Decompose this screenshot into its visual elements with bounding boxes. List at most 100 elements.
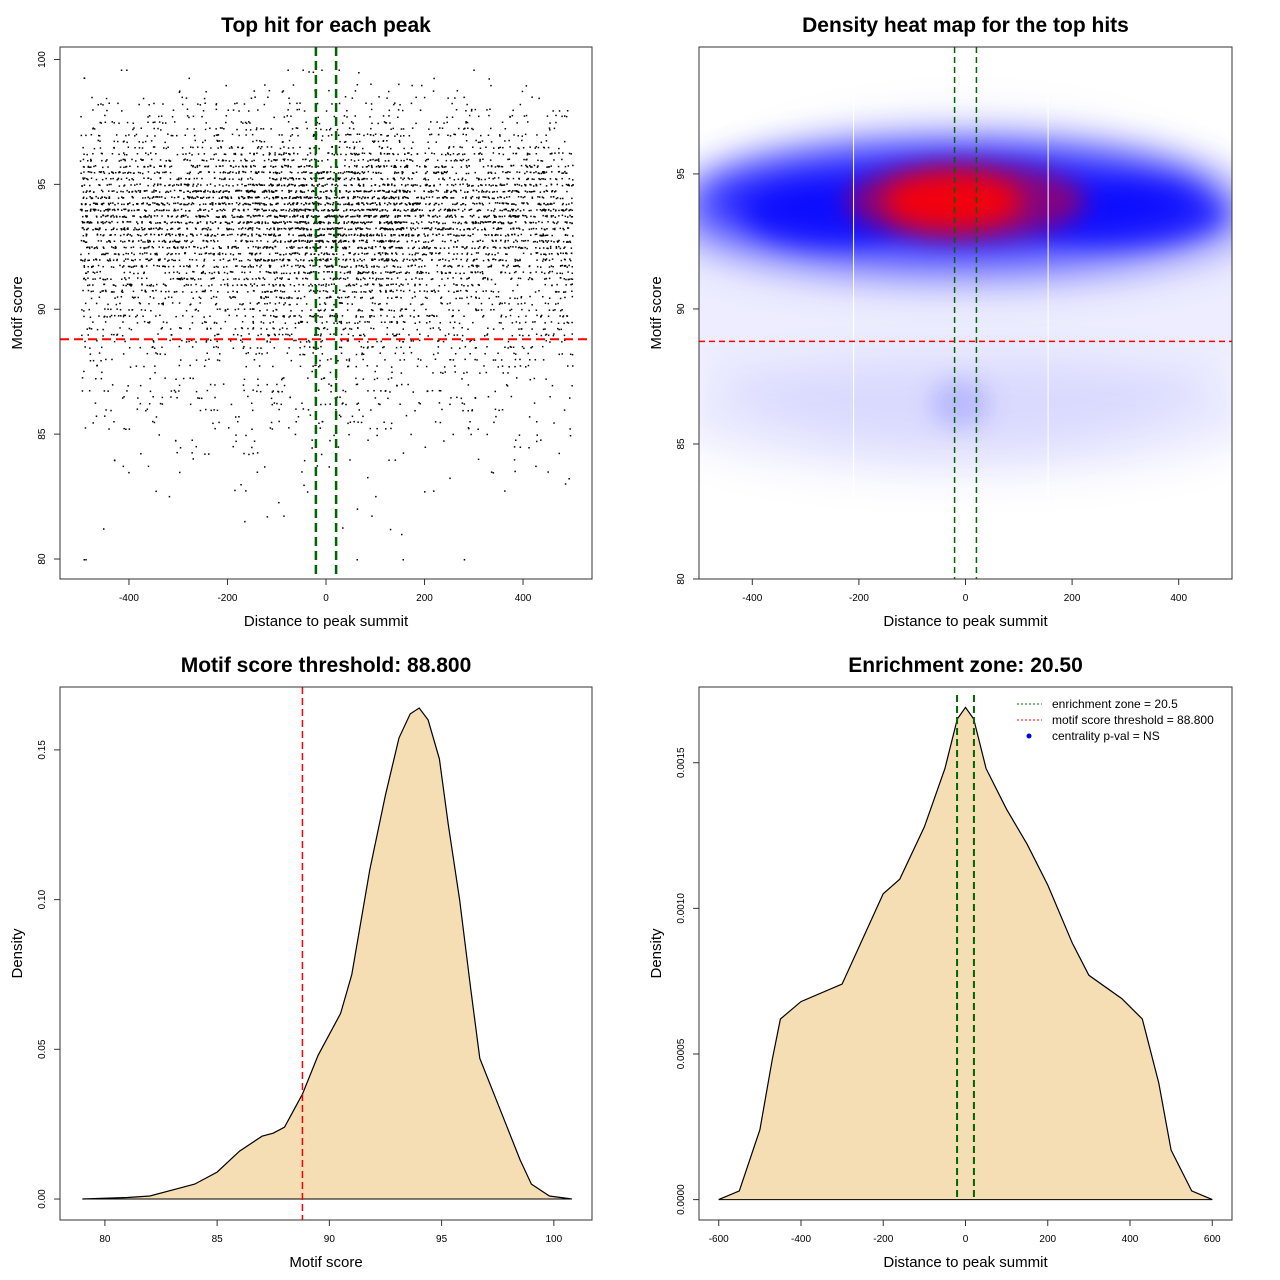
- scatter-point: [312, 271, 315, 273]
- scatter-point: [484, 335, 486, 337]
- scatter-point: [543, 272, 546, 275]
- scatter-point: [139, 246, 142, 249]
- scatter-point: [92, 422, 94, 424]
- scatter-point: [551, 270, 554, 273]
- scatter-point: [559, 227, 562, 230]
- scatter-point: [365, 264, 368, 267]
- scatter-point: [221, 196, 223, 199]
- scatter-point: [460, 277, 463, 280]
- scatter-point: [146, 202, 148, 205]
- scatter-point: [283, 177, 285, 179]
- scatter-point: [563, 334, 566, 337]
- scatter-point: [536, 440, 538, 443]
- scatter-point: [96, 216, 98, 218]
- scatter-point: [549, 245, 552, 248]
- scatter-point: [293, 152, 295, 155]
- scatter-point: [196, 166, 199, 168]
- scatter-point: [272, 196, 275, 199]
- scatter-point: [507, 347, 509, 349]
- scatter-point: [339, 140, 341, 143]
- scatter-point: [486, 346, 488, 348]
- scatter-point: [131, 195, 134, 198]
- scatter-point: [502, 171, 504, 173]
- scatter-point: [260, 297, 263, 299]
- scatter-point: [298, 166, 300, 168]
- scatter-point: [186, 128, 189, 130]
- scatter-point: [171, 185, 174, 187]
- scatter-point: [156, 283, 158, 286]
- scatter-point: [363, 291, 365, 293]
- scatter-point: [316, 278, 319, 280]
- scatter-point: [564, 339, 566, 342]
- scatter-point: [563, 247, 565, 249]
- scatter-point: [295, 339, 297, 342]
- scatter-point: [442, 227, 444, 229]
- scatter-point: [275, 203, 278, 205]
- scatter-point: [295, 127, 298, 129]
- scatter-point: [520, 164, 523, 167]
- scatter-point: [123, 152, 125, 154]
- scatter-point: [425, 365, 428, 368]
- scatter-point: [229, 165, 232, 167]
- scatter-point: [400, 308, 402, 310]
- scatter-point: [179, 240, 181, 243]
- scatter-point: [568, 478, 570, 480]
- scatter-point: [337, 222, 339, 225]
- scatter-point: [357, 272, 359, 275]
- scatter-point: [447, 134, 449, 136]
- scatter-point: [247, 235, 249, 237]
- scatter-point: [290, 115, 292, 117]
- scatter-point: [210, 297, 213, 300]
- scatter-point: [345, 285, 348, 287]
- scatter-point: [549, 178, 552, 180]
- scatter-point: [98, 135, 101, 137]
- scatter-point: [394, 171, 396, 173]
- scatter-point: [210, 278, 212, 280]
- scatter-point: [532, 190, 535, 193]
- scatter-point: [473, 339, 476, 341]
- scatter-point: [370, 315, 373, 317]
- scatter-point: [531, 191, 533, 193]
- scatter-point: [144, 309, 146, 311]
- scatter-point: [561, 172, 563, 174]
- scatter-point: [254, 165, 256, 168]
- scatter-point: [400, 346, 402, 349]
- scatter-point: [506, 196, 508, 198]
- scatter-point: [269, 265, 272, 267]
- scatter-point: [238, 222, 240, 224]
- scatter-point: [408, 233, 410, 236]
- scatter-point: [534, 291, 537, 293]
- scatter-point: [537, 159, 539, 162]
- scatter-point: [441, 408, 443, 411]
- scatter-point: [149, 390, 152, 393]
- scatter-point: [566, 234, 569, 237]
- scatter-point: [85, 197, 88, 200]
- scatter-point: [418, 402, 420, 404]
- scatter-point: [370, 209, 372, 212]
- scatter-point: [571, 333, 573, 335]
- scatter-point: [257, 146, 260, 148]
- scatter-point: [388, 222, 391, 224]
- scatter-point: [231, 214, 233, 217]
- scatter-point: [269, 171, 271, 174]
- scatter-point: [116, 178, 118, 181]
- scatter-point: [158, 228, 160, 230]
- scatter-point: [254, 208, 257, 210]
- scatter-point: [224, 190, 227, 192]
- scatter-point: [479, 209, 482, 212]
- scatter-point: [300, 297, 302, 300]
- scatter-point: [353, 253, 355, 256]
- scatter-point: [366, 196, 369, 199]
- scatter-point: [516, 377, 518, 379]
- scatter-point: [141, 289, 143, 292]
- scatter-point: [383, 165, 385, 167]
- scatter-point: [225, 197, 227, 199]
- scatter-point: [506, 385, 509, 387]
- scatter-point: [362, 333, 365, 336]
- scatter-point: [135, 265, 138, 267]
- scatter-point: [406, 240, 409, 243]
- scatter-point: [143, 247, 146, 250]
- scatter-point: [84, 279, 87, 281]
- scatter-point: [219, 209, 222, 211]
